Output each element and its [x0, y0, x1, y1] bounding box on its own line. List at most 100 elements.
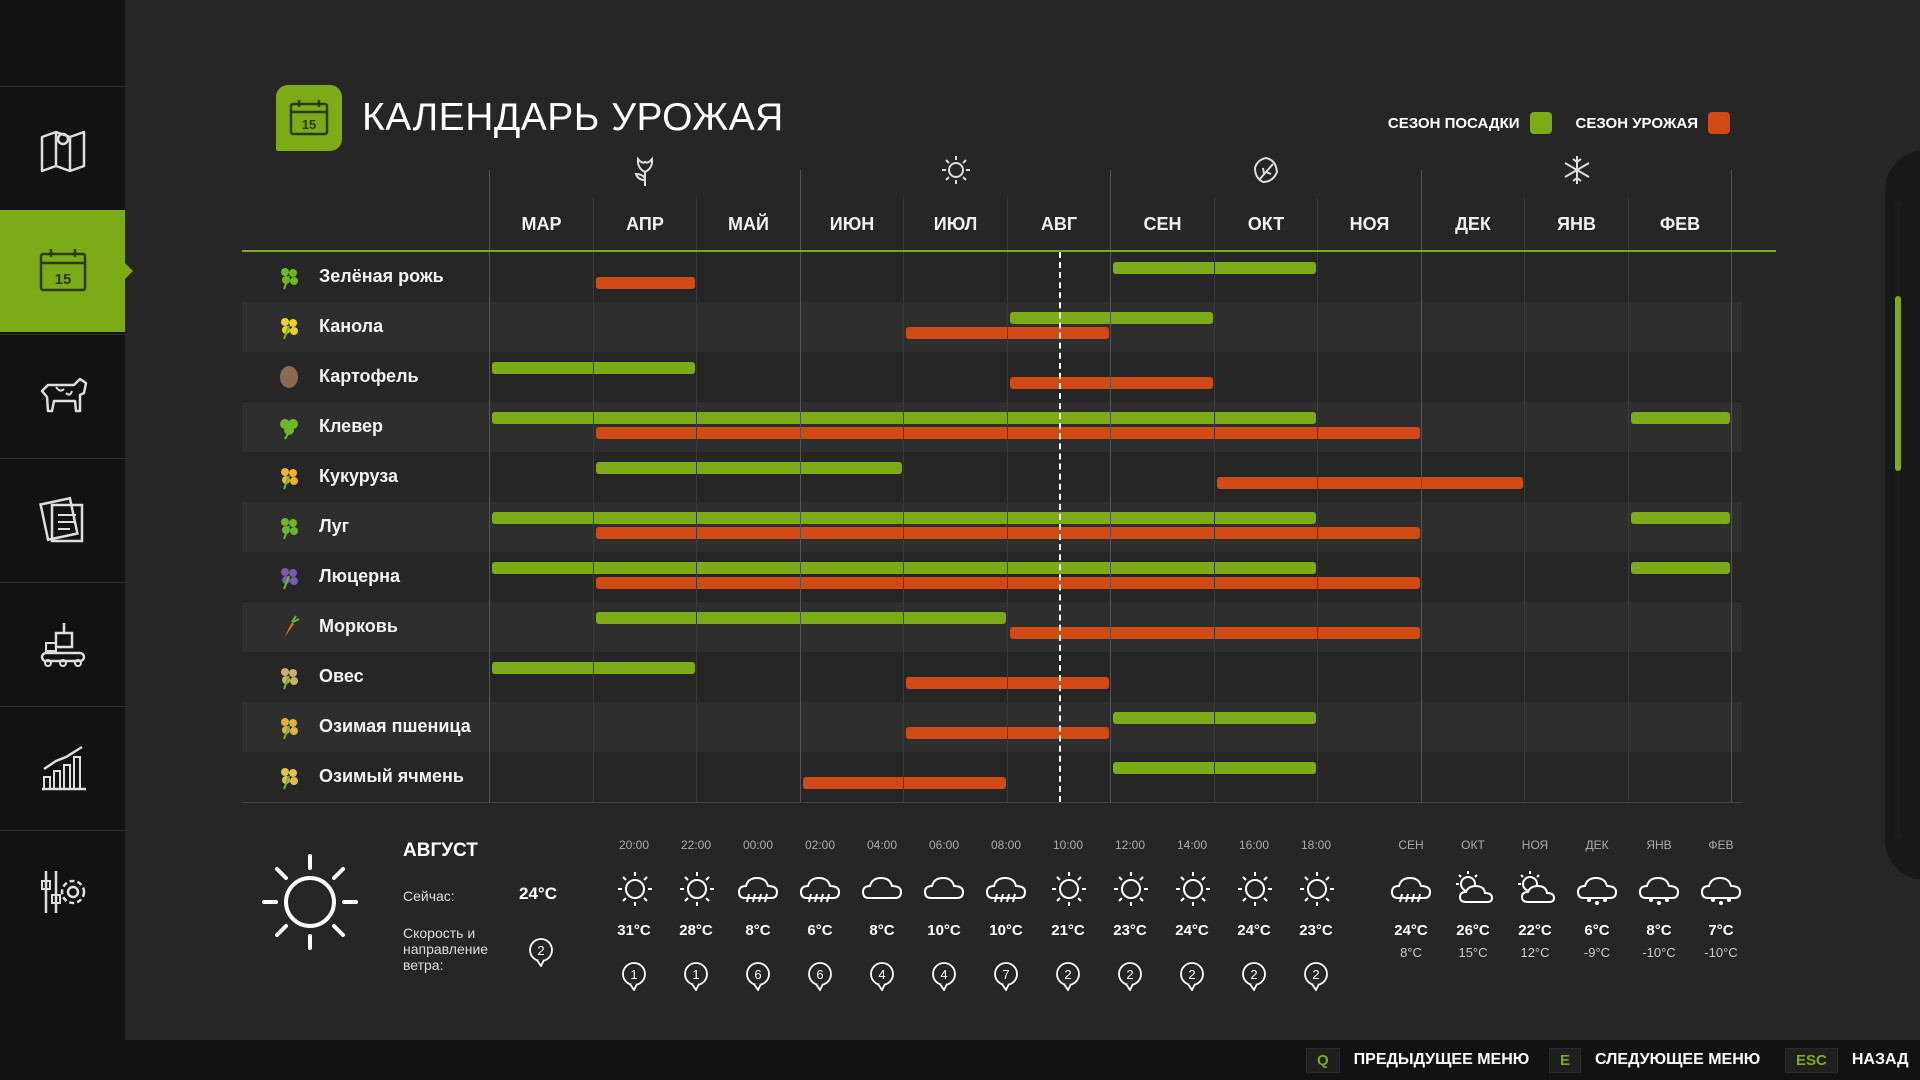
snow-icon [1628, 868, 1690, 910]
settings-icon [40, 870, 85, 913]
forecast-temp: 8°C [745, 922, 771, 939]
bottom-divider [242, 802, 1742, 803]
crop-row[interactable]: Люцерна [242, 552, 1742, 602]
crop-name: Зелёная рожь [319, 266, 444, 286]
wind-icon: 4 [913, 961, 975, 991]
svg-text:7: 7 [1002, 967, 1009, 982]
back-label: НАЗАД [1851, 1051, 1909, 1068]
rain-icon [789, 868, 851, 910]
month-label: АПР [626, 214, 664, 234]
sun-icon [603, 868, 665, 910]
crop-row[interactable]: Морковь [242, 602, 1742, 652]
crop-row[interactable]: Зелёная рожь [242, 252, 1742, 302]
sidebar-item-production[interactable] [0, 582, 125, 704]
sidebar-item-calendar[interactable]: 15 [0, 210, 133, 332]
planting-bar [1630, 512, 1730, 524]
month-label: ФЕВ [1659, 214, 1701, 234]
month-label: ОКТ [1247, 214, 1285, 234]
cow-icon [40, 377, 87, 412]
forecast-time: 12:00 [1114, 838, 1146, 852]
crop-row[interactable]: Луг [242, 502, 1742, 552]
forecast-time: 02:00 [804, 838, 836, 852]
harvest-bar [802, 777, 1006, 789]
forecast-low: -10°C [1642, 945, 1676, 960]
scrollbar-thumb[interactable] [1895, 296, 1901, 471]
forecast-temp: 6°C [807, 922, 833, 939]
legend-harvest-label: СЕЗОН УРОЖАЯ [1575, 114, 1698, 132]
forecast-temp: 31°C [617, 922, 651, 939]
forecast-temp: 8°C [869, 922, 895, 939]
harvest-bar [906, 727, 1109, 739]
wind-icon: 2 [1285, 961, 1347, 991]
next-menu-button[interactable]: E СЛЕДУЮЩЕЕ МЕНЮ [1549, 1045, 1760, 1075]
crop-row[interactable]: Озимый ячмень [242, 752, 1742, 802]
crop-row[interactable]: Кукуруза [242, 452, 1742, 502]
wind-icon: 6 [727, 961, 789, 991]
crop-row[interactable]: Клевер [242, 402, 1742, 452]
rain-icon [975, 868, 1037, 910]
forecast-high: 26°C [1456, 922, 1490, 939]
partly-icon [1442, 868, 1504, 910]
hourly-forecast: 22:00 28°C 1 [665, 838, 727, 991]
svg-text:15: 15 [302, 117, 316, 132]
key-q: Q [1306, 1047, 1340, 1073]
forecast-low: -10°C [1704, 945, 1738, 960]
crop-name: Картофель [319, 366, 419, 386]
monthly-forecast: НОЯ 22°C 12°C [1504, 838, 1566, 960]
back-button[interactable]: ESC НАЗАД [1785, 1045, 1909, 1075]
wind-icon: 2 [1099, 961, 1161, 991]
crop-name: Морковь [319, 616, 398, 636]
planting-bar [1630, 562, 1730, 574]
sidebar-item-settings[interactable] [0, 830, 125, 952]
forecast-temp: 23°C [1113, 922, 1147, 939]
planting-bar [1009, 312, 1213, 324]
forecast-time: 00:00 [742, 838, 774, 852]
month-label: ДЕК [1455, 214, 1491, 234]
planting-bar [492, 662, 695, 674]
planting-bar [1113, 262, 1316, 274]
hourly-forecast: 12:00 23°C 2 [1099, 838, 1161, 991]
crop-row[interactable]: Картофель [242, 352, 1742, 402]
wind-icon: 4 [851, 961, 913, 991]
forecast-month: СЕН [1398, 838, 1424, 852]
monthly-forecast: СЕН 24°C 8°C [1380, 838, 1442, 960]
monthly-forecast: ФЕВ 7°C -10°C [1690, 838, 1752, 960]
sidebar-item-contracts[interactable] [0, 458, 125, 580]
snow-icon [1566, 868, 1628, 910]
sun-icon [1161, 868, 1223, 910]
current-wind-icon: 2 [528, 937, 554, 972]
key-e: E [1549, 1047, 1582, 1073]
previous-menu-button[interactable]: Q ПРЕДЫДУЩЕЕ МЕНЮ [1306, 1045, 1529, 1075]
forecast-temp: 21°C [1051, 922, 1085, 939]
forecast-time: 06:00 [928, 838, 960, 852]
crop-row[interactable]: Овес [242, 652, 1742, 702]
forecast-month: ЯНВ [1646, 838, 1672, 852]
sidebar-item-cow[interactable] [0, 334, 125, 456]
rye-icon [281, 268, 298, 290]
forecast-month: НОЯ [1521, 838, 1549, 852]
crop-row[interactable]: Озимая пшеница [242, 702, 1742, 752]
wind-icon: 1 [603, 961, 665, 991]
monthly-forecast: ДЕК 6°C -9°C [1566, 838, 1628, 960]
forecast-temp: 24°C [1175, 922, 1209, 939]
crop-name: Кукуруза [319, 466, 399, 486]
forecast-high: 22°C [1518, 922, 1552, 939]
page-title: КАЛЕНДАРЬ УРОЖАЯ [362, 96, 784, 139]
scrollbar-track[interactable] [1895, 200, 1901, 840]
harvest-bar [1009, 377, 1213, 389]
planting-bar [595, 612, 1006, 624]
harvest-bar [595, 277, 695, 289]
harvest-bar [1009, 627, 1420, 639]
forecast-low: 12°C [1520, 945, 1550, 960]
svg-text:2: 2 [1250, 967, 1257, 982]
sun-icon [1223, 868, 1285, 910]
forecast-high: 24°C [1394, 922, 1428, 939]
weather-month: АВГУСТ [403, 840, 478, 861]
sidebar-item-map[interactable] [0, 86, 125, 208]
rain-icon [727, 868, 789, 910]
footer-bar: Q ПРЕДЫДУЩЕЕ МЕНЮ E СЛЕДУЮЩЕЕ МЕНЮ ESC Н… [0, 1040, 1920, 1080]
wind-icon: 1 [665, 961, 727, 991]
sidebar-item-statistics[interactable] [0, 706, 125, 828]
crop-row[interactable]: Канола [242, 302, 1742, 352]
